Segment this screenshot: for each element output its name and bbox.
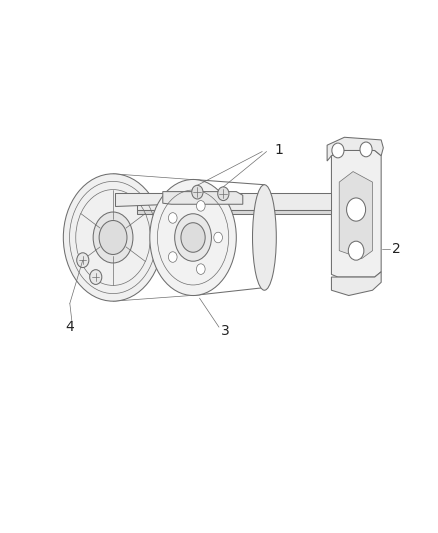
Circle shape — [197, 264, 205, 274]
Polygon shape — [332, 272, 381, 295]
Text: 3: 3 — [221, 324, 230, 338]
Ellipse shape — [64, 174, 163, 301]
Polygon shape — [215, 204, 223, 232]
Circle shape — [77, 253, 89, 268]
Polygon shape — [171, 204, 180, 238]
Circle shape — [214, 232, 223, 243]
Circle shape — [360, 142, 372, 157]
Circle shape — [181, 223, 205, 252]
Text: 2: 2 — [392, 242, 401, 256]
Polygon shape — [332, 150, 381, 277]
Polygon shape — [115, 192, 165, 206]
Polygon shape — [137, 192, 332, 209]
Polygon shape — [137, 209, 332, 214]
Ellipse shape — [150, 180, 236, 295]
Circle shape — [332, 143, 344, 158]
Polygon shape — [163, 191, 243, 204]
Circle shape — [197, 200, 205, 211]
Text: 1: 1 — [274, 143, 283, 157]
Ellipse shape — [175, 214, 212, 261]
Text: 4: 4 — [65, 320, 74, 334]
Polygon shape — [327, 138, 383, 161]
Circle shape — [169, 252, 177, 262]
Polygon shape — [339, 172, 372, 259]
Circle shape — [169, 213, 177, 223]
Circle shape — [348, 241, 364, 260]
Circle shape — [99, 221, 127, 254]
Circle shape — [90, 270, 102, 285]
Circle shape — [346, 198, 366, 221]
Ellipse shape — [93, 212, 133, 263]
Circle shape — [218, 187, 229, 200]
Ellipse shape — [253, 185, 276, 290]
Circle shape — [192, 185, 203, 199]
